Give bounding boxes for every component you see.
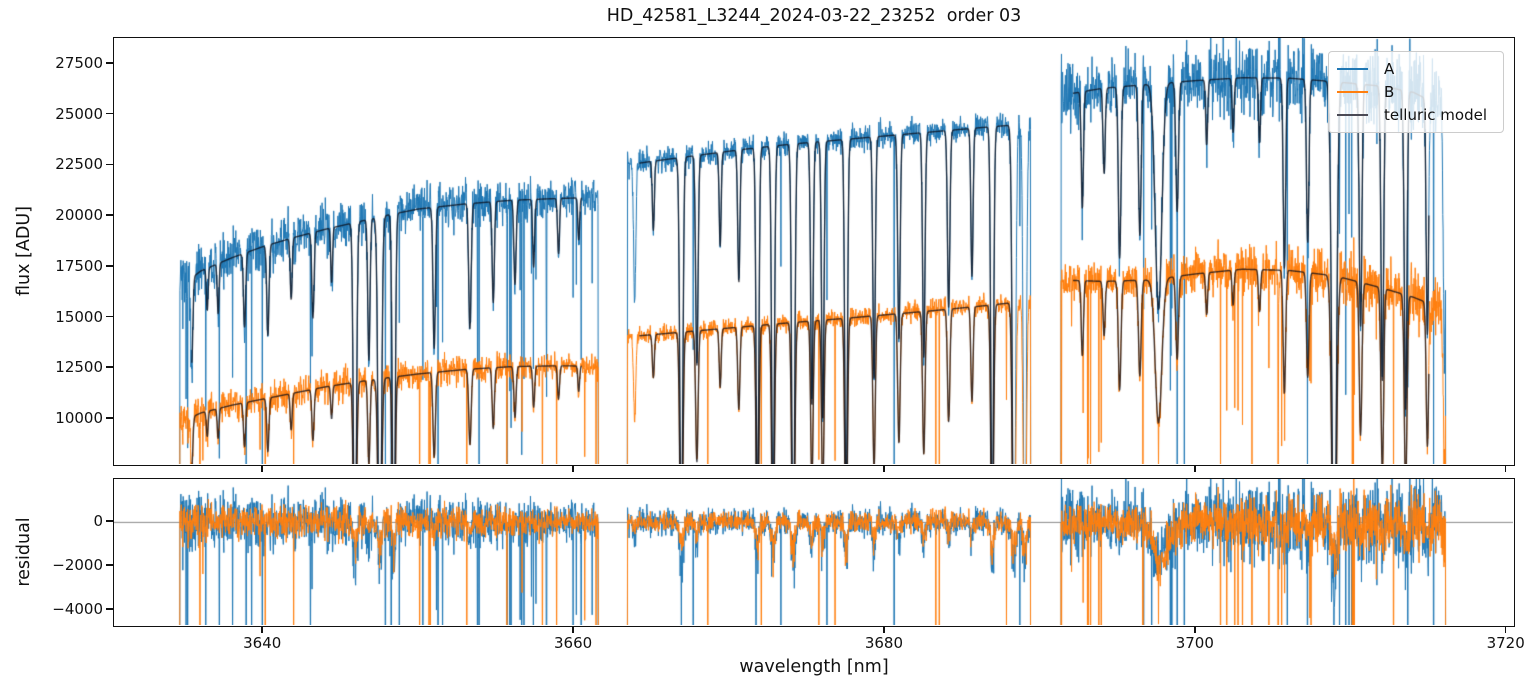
x-tick-label: 3660 (553, 634, 593, 652)
y-tick-label: 22500 (55, 155, 103, 174)
y-tick-label: −4000 (52, 599, 103, 618)
y-tick-label: 0 (93, 511, 103, 530)
y-tick-label: 10000 (55, 408, 103, 427)
flux-plot-canvas (114, 38, 1513, 464)
y-tick-mark (106, 214, 113, 216)
legend-item: B (1337, 80, 1495, 103)
y-tick-mark (106, 163, 113, 166)
legend-line-sample (1337, 90, 1368, 93)
y-tick-label: 12500 (55, 358, 103, 377)
x-tick-label: 3700 (1175, 634, 1214, 652)
residual-panel (113, 478, 1515, 627)
x-tick-mark (1194, 466, 1196, 472)
y-tick-mark (106, 112, 113, 115)
y-tick-mark (106, 417, 113, 419)
legend-item: A (1337, 57, 1495, 80)
x-tick-mark (261, 466, 263, 472)
x-tick-label: 3640 (243, 634, 282, 652)
x-tick-label: 3720 (1486, 634, 1525, 652)
page-title: HD_42581_L3244_2024-03-22_23252 order 03 (606, 6, 1022, 26)
x-tick-mark (572, 466, 574, 472)
y-tick-label: −2000 (52, 555, 103, 574)
legend-item: telluric model (1337, 104, 1495, 127)
x-tick-label: 3680 (864, 634, 904, 652)
residual-plot-canvas (114, 479, 1513, 625)
legend-line-sample (1337, 67, 1368, 70)
x-tick-mark (883, 466, 885, 472)
y-tick-mark (106, 62, 113, 64)
y-tick-mark (106, 315, 113, 318)
y-tick-mark (106, 520, 113, 522)
legend-item-label: A (1384, 59, 1395, 78)
wavelength-axis-label: wavelength [nm] (739, 657, 889, 677)
y-tick-label: 15000 (55, 307, 103, 326)
x-tick-mark (1194, 627, 1196, 633)
y-tick-label: 17500 (55, 256, 103, 275)
flux-panel (113, 37, 1515, 466)
y-tick-mark (106, 564, 113, 566)
y-tick-label: 25000 (55, 104, 103, 123)
y-tick-label: 27500 (55, 53, 103, 72)
x-tick-mark (261, 627, 263, 633)
y-tick-label: 20000 (55, 206, 103, 225)
y-tick-mark (106, 608, 113, 610)
x-tick-mark (1504, 466, 1507, 472)
legend-item-label: telluric model (1384, 106, 1488, 125)
legend-line-sample (1337, 114, 1368, 117)
x-tick-mark (1504, 627, 1507, 633)
x-tick-mark (572, 627, 574, 633)
x-tick-mark (883, 627, 885, 633)
legend-item-label: B (1384, 82, 1395, 101)
y-tick-mark (106, 265, 113, 267)
y-tick-mark (106, 366, 113, 368)
